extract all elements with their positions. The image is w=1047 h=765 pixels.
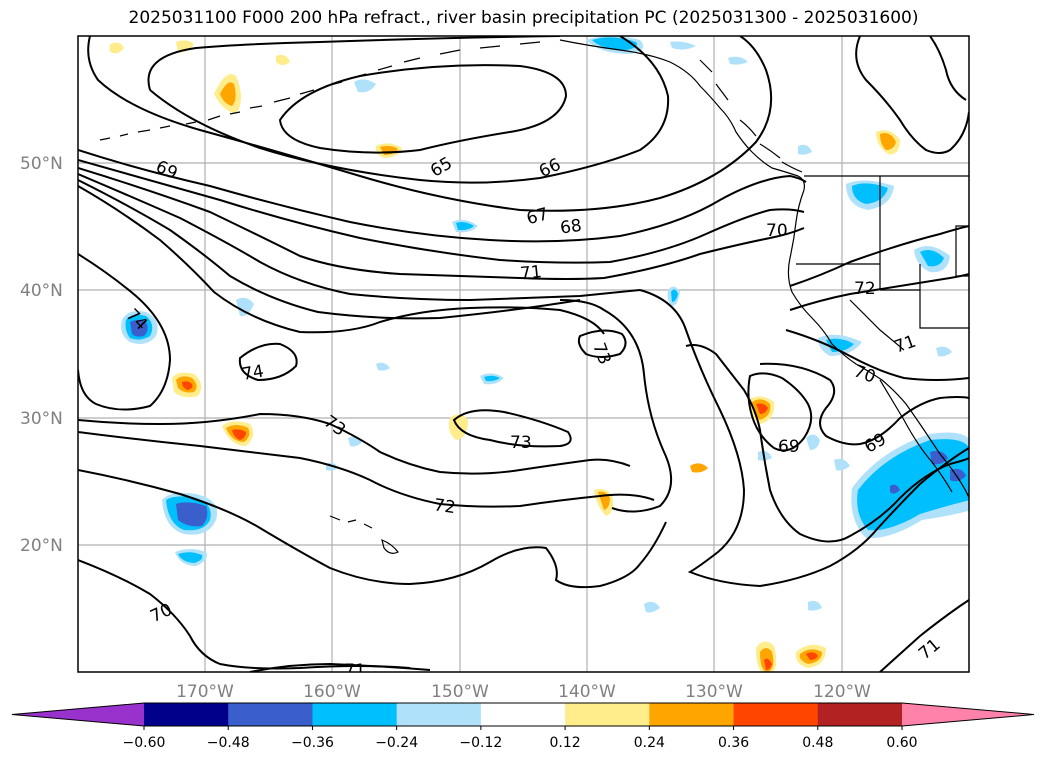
contour-68 [78,149,807,243]
contour-66 [147,36,670,184]
contour-72-west [78,469,667,589]
contour-73-loop [452,409,572,448]
contour-73-west [78,412,631,475]
contour-74-west [78,253,172,411]
baja-california [879,379,953,493]
canada-coast-islands [699,59,803,173]
fill-patch-west-blue [121,311,158,344]
colorbar-extend-low [12,703,144,726]
contour-72-center [639,289,969,588]
colorbar-segment [144,703,229,726]
longitude-axis: 170°W 160°W 150°W 140°W 130°W 120°W [176,682,871,702]
latitude-axis: 50°N 40°N 30°N 20°N [20,154,63,556]
contour-70-b [78,173,641,302]
lon-label-170w: 170°W [176,682,234,702]
colorbar-tick-label: −0.24 [375,735,418,751]
contour-label: 71 [519,262,543,284]
colorbar-tick-label: −0.60 [123,735,166,751]
colorbar-segment [480,703,566,726]
contour-label: 72 [433,495,457,518]
contour-71-center [685,344,969,543]
colorbar-tick-label: 0.48 [802,735,833,751]
contour-label: 73 [510,433,532,453]
contour-label: 74 [241,361,266,384]
contour-67 [87,36,773,212]
contour-74-loop [238,342,298,382]
lat-label-20n: 20°N [20,536,63,556]
colorbar-segment [565,703,650,726]
contour-72-top [789,225,969,311]
colorbar-tick-label: 0.12 [550,735,581,751]
contour-71-top [78,179,581,320]
lat-label-50n: 50°N [20,154,63,174]
contour-71-south [249,662,431,672]
state-borders [796,176,969,351]
colorbar-tick-label: −0.48 [207,735,250,751]
precip-fill-patches [110,36,969,672]
colorbar-segment [396,703,482,726]
colorbar-segment [817,703,903,726]
lat-label-30n: 30°N [20,409,63,429]
colorbar-segment [312,703,398,726]
colorbar-tick-label: −0.12 [459,735,502,751]
contour-71-b [78,185,605,335]
alaska-coast [559,39,805,191]
coastlines [99,39,969,554]
colorbar-segment [228,703,313,726]
lon-label-120w: 120°W [813,682,871,702]
colorbar-segment [733,703,819,726]
contour-70-a [78,167,805,280]
lon-label-130w: 130°W [685,682,743,702]
lon-label-150w: 150°W [431,682,489,702]
hawaii-islands [329,515,399,554]
contour-label: 70 [766,221,788,241]
fill-patch-orange-blobs [110,40,900,672]
contour-label: 69 [778,437,800,457]
contour-label: 68 [559,216,583,239]
map-border [77,35,970,673]
colorbar-segment [649,703,735,726]
colorbar-tick-label: 0.24 [634,735,665,751]
lat-label-40n: 40°N [20,281,63,301]
figure-title: 2025031100 F000 200 hPa refract., river … [128,8,919,28]
fill-patch-central-pacific-blue [162,492,218,566]
contour-70-south [78,559,411,670]
north-america-west-coast [787,189,969,500]
refractivity-contours [78,36,969,672]
contour-65 [278,64,568,154]
contour-70-east [759,329,969,446]
fill-patch-small-blue [236,36,952,613]
lon-label-160w: 160°W [303,682,361,702]
contour-73-b [78,431,655,508]
contour-label: 72 [854,279,876,299]
contour-71-se [879,599,969,672]
colorbar-extend-high [902,703,1034,726]
lon-label-140w: 140°W [558,682,616,702]
fill-patch-southwest-us-blue [851,432,969,539]
contour-73-center [559,299,672,513]
colorbar-tick-label: −0.36 [291,735,334,751]
contour-69-east [747,372,813,452]
contour-69 [78,159,805,264]
colorbar: −0.60 −0.48 −0.36 −0.24 −0.12 0.12 0.24 0.36 0.4… [11,702,1035,751]
colorbar-tick-label: 0.60 [886,735,917,751]
contour-east-upper [855,36,969,154]
map-area [78,36,969,672]
colorbar-tick-label: 0.36 [718,735,749,751]
contour-label: 71 [344,661,366,681]
